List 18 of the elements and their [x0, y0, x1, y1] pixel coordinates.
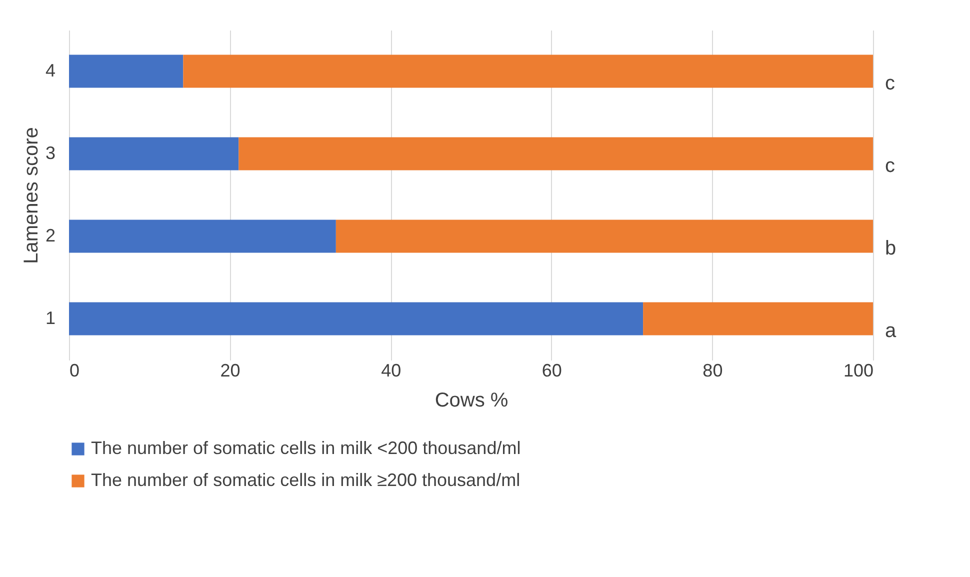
y-tick-label: 1	[45, 308, 56, 328]
x-tick-label: 40	[381, 360, 402, 380]
y-axis-title: Lamenes score	[20, 127, 42, 264]
text: b	[885, 237, 896, 260]
y-tick-label: 4	[45, 60, 56, 80]
x-tick-label: 0	[70, 360, 80, 380]
x-tick-label: 100	[843, 360, 874, 380]
legend-label: The number of somatic cells in milk ≥200 thousand/ml	[91, 470, 520, 490]
legend-label: The number of somatic cells in milk <200 thousand/ml	[91, 438, 521, 458]
text: c	[885, 72, 895, 94]
y-tick-label: 3	[45, 142, 56, 163]
x-tick-label: 60	[542, 360, 562, 380]
y-tick-label: 2	[45, 225, 56, 246]
x-tick-label: 80	[702, 360, 723, 380]
text: a	[885, 320, 897, 342]
text: c	[885, 154, 895, 177]
x-axis-title: Cows %	[434, 390, 508, 412]
x-tick-label: 20	[220, 360, 240, 380]
